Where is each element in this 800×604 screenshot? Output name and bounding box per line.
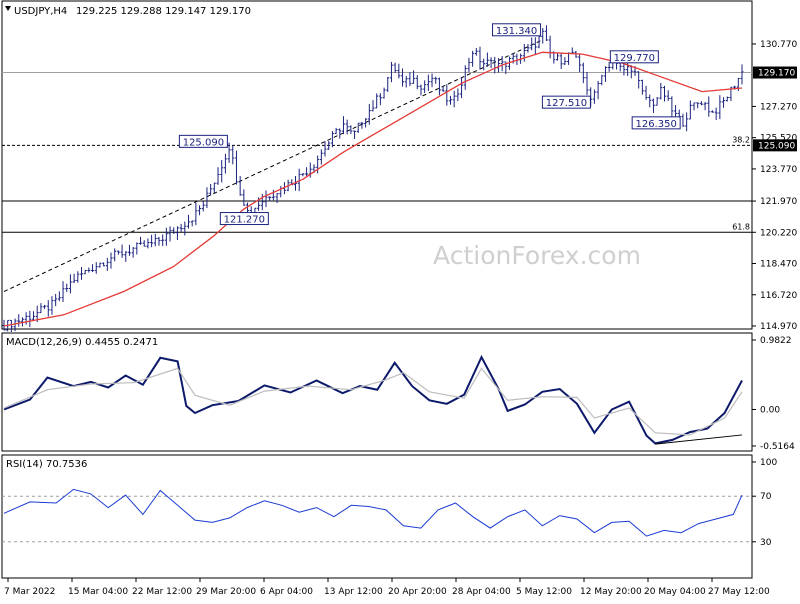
price-annotation-box (609, 50, 659, 64)
price-panel-frame (1, 0, 753, 330)
price-axis-label: 123.770 (760, 165, 797, 175)
time-axis-label: 7 Mar 2022 (4, 587, 55, 597)
macd-title: MACD(12,26,9) 0.4455 0.2471 (6, 337, 158, 348)
symbol-label: USDJPY,H4 (14, 6, 67, 17)
price-tag-label: 125.090 (758, 141, 795, 151)
trend-line (3, 39, 543, 293)
price-annotation-label: 131.340 (496, 26, 537, 37)
price-axis-label: 120.220 (760, 228, 797, 238)
watermark: ActionForex.com (433, 241, 641, 270)
macd-axis-label: -0.5164 (760, 442, 795, 452)
macd-axis-label: 0.9822 (760, 336, 792, 346)
time-axis-label: 12 May 20:00 (580, 587, 642, 597)
rsi-axis-label: 100 (760, 458, 777, 468)
triangle-down-icon[interactable] (5, 6, 11, 11)
price-axis-label: 130.770 (760, 40, 797, 50)
price-annotation-box (492, 23, 542, 37)
time-axis-label: 5 May 12:00 (516, 587, 572, 597)
price-tag-label: 129.170 (758, 69, 795, 79)
price-annotation-label: 121.270 (224, 215, 265, 226)
time-axis-label: 6 Apr 04:00 (260, 587, 313, 597)
macd-axis-label: 0.00 (760, 405, 780, 415)
macd-plot (3, 354, 743, 445)
time-axis-label: 20 May 04:00 (644, 587, 706, 597)
time-axis-label: 20 Apr 20:00 (388, 587, 447, 597)
time-axis-label: 28 Apr 04:00 (452, 587, 511, 597)
time-axis-label: 29 Mar 20:00 (196, 587, 256, 597)
price-axis-label: 127.270 (760, 102, 797, 112)
macd-trend-line (655, 434, 743, 445)
price-tag-box (753, 139, 797, 152)
axis-labels: 130.770 127.270 125.520 123.770 121.970 120.2… (4, 40, 797, 597)
rsi-axis-label: 30 (760, 538, 772, 548)
macd-panel-frame (1, 332, 753, 452)
time-axis-label: 13 Apr 12:00 (324, 587, 383, 597)
price-axis-label: 125.520 (760, 134, 797, 144)
rsi-title: RSI(14) 70.7536 (6, 459, 87, 470)
macd-line (3, 354, 743, 445)
price-axis-label: 114.970 (760, 322, 797, 332)
ohlc-values: 129.225 129.288 129.147 129.170 (76, 6, 251, 17)
price-annotation-box (219, 212, 269, 226)
time-axis-label: 27 May 12:00 (708, 587, 770, 597)
price-annotation-label: 127.510 (546, 98, 587, 109)
rsi-line (3, 488, 743, 537)
fib-level-label: 61.8 (732, 222, 750, 231)
price-annotation-label: 126.350 (635, 119, 676, 130)
price-annotation-box (178, 134, 228, 148)
price-plot: 38.2 61.8 131.340 129.770 127.510 126.350 125.… (2, 23, 752, 332)
price-axis-label: 116.720 (760, 291, 797, 301)
time-axis-label: 15 Mar 04:00 (68, 587, 128, 597)
rsi-plot (2, 488, 752, 543)
moving-average-line (3, 51, 743, 327)
macd-signal-line (3, 367, 743, 436)
fib-level-label: 38.2 (732, 135, 750, 144)
price-annotation-box (541, 95, 591, 109)
price-annotation-box (631, 116, 681, 130)
price-axis-label: 121.970 (760, 197, 797, 207)
rsi-axis-label: 70 (760, 492, 772, 502)
time-axis-label: 22 Mar 12:00 (132, 587, 192, 597)
rsi-panel-frame (1, 454, 753, 579)
price-annotation-label: 129.770 (614, 53, 655, 64)
price-axis-label: 118.470 (760, 260, 797, 270)
price-tag-box (753, 66, 797, 79)
price-annotation-label: 125.090 (183, 137, 224, 148)
